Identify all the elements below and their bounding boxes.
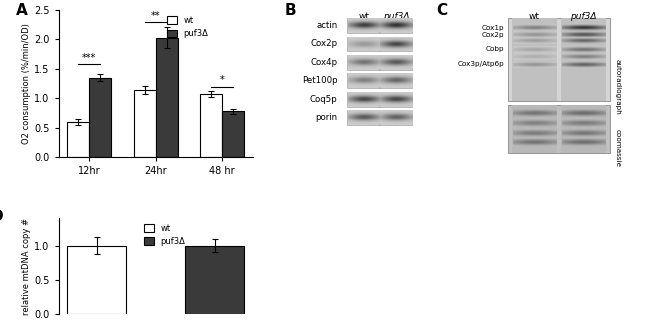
Y-axis label: O2 consumption (%/min/OD): O2 consumption (%/min/OD) (22, 23, 31, 144)
Y-axis label: relative mtDNA copy #: relative mtDNA copy # (22, 217, 31, 315)
Bar (561, 105, 606, 153)
Text: B: B (285, 3, 296, 18)
Bar (379, 110, 413, 125)
Text: ***: *** (82, 53, 96, 63)
Bar (347, 55, 380, 70)
Text: Cox2p: Cox2p (310, 39, 337, 48)
Text: wt: wt (529, 12, 540, 21)
Bar (347, 73, 380, 88)
Text: porin: porin (315, 113, 337, 122)
Bar (89, 78, 111, 157)
Bar (185, 245, 244, 314)
Text: Cobp: Cobp (486, 46, 504, 52)
Text: *: * (220, 75, 224, 86)
Bar (347, 18, 380, 33)
Bar (134, 90, 155, 157)
Text: coomassie: coomassie (614, 129, 620, 167)
Bar (155, 38, 177, 157)
Text: wt: wt (358, 12, 369, 21)
Text: C: C (437, 3, 448, 18)
Bar (222, 112, 244, 157)
Bar (379, 73, 413, 88)
Text: Cox4p: Cox4p (310, 58, 337, 67)
Bar (347, 36, 380, 51)
Bar (379, 36, 413, 51)
Bar (347, 110, 380, 125)
Text: **: ** (151, 11, 161, 21)
Legend: wt, puf3Δ: wt, puf3Δ (164, 13, 212, 41)
Text: Cox2p: Cox2p (482, 32, 504, 38)
Text: Cox1p: Cox1p (482, 25, 504, 31)
Text: puf3Δ: puf3Δ (383, 12, 409, 21)
Text: A: A (16, 3, 27, 18)
Legend: wt, puf3Δ: wt, puf3Δ (140, 220, 188, 249)
Text: D: D (0, 209, 3, 223)
Bar (508, 18, 610, 101)
Bar (379, 55, 413, 70)
Text: Pet100p: Pet100p (302, 76, 337, 85)
Text: Cox3p/Atp6p: Cox3p/Atp6p (458, 61, 504, 67)
Text: Coq5p: Coq5p (309, 95, 337, 104)
Text: actin: actin (316, 21, 337, 30)
Bar (561, 18, 606, 101)
Bar (379, 18, 413, 33)
Bar (68, 245, 126, 314)
Bar (512, 105, 557, 153)
Text: autoradiograph: autoradiograph (614, 59, 620, 115)
Bar (347, 92, 380, 107)
Bar (512, 18, 557, 101)
Bar (508, 105, 610, 153)
Bar (200, 94, 222, 157)
Text: puf3Δ: puf3Δ (570, 12, 597, 21)
Bar (379, 92, 413, 107)
Bar (68, 122, 89, 157)
